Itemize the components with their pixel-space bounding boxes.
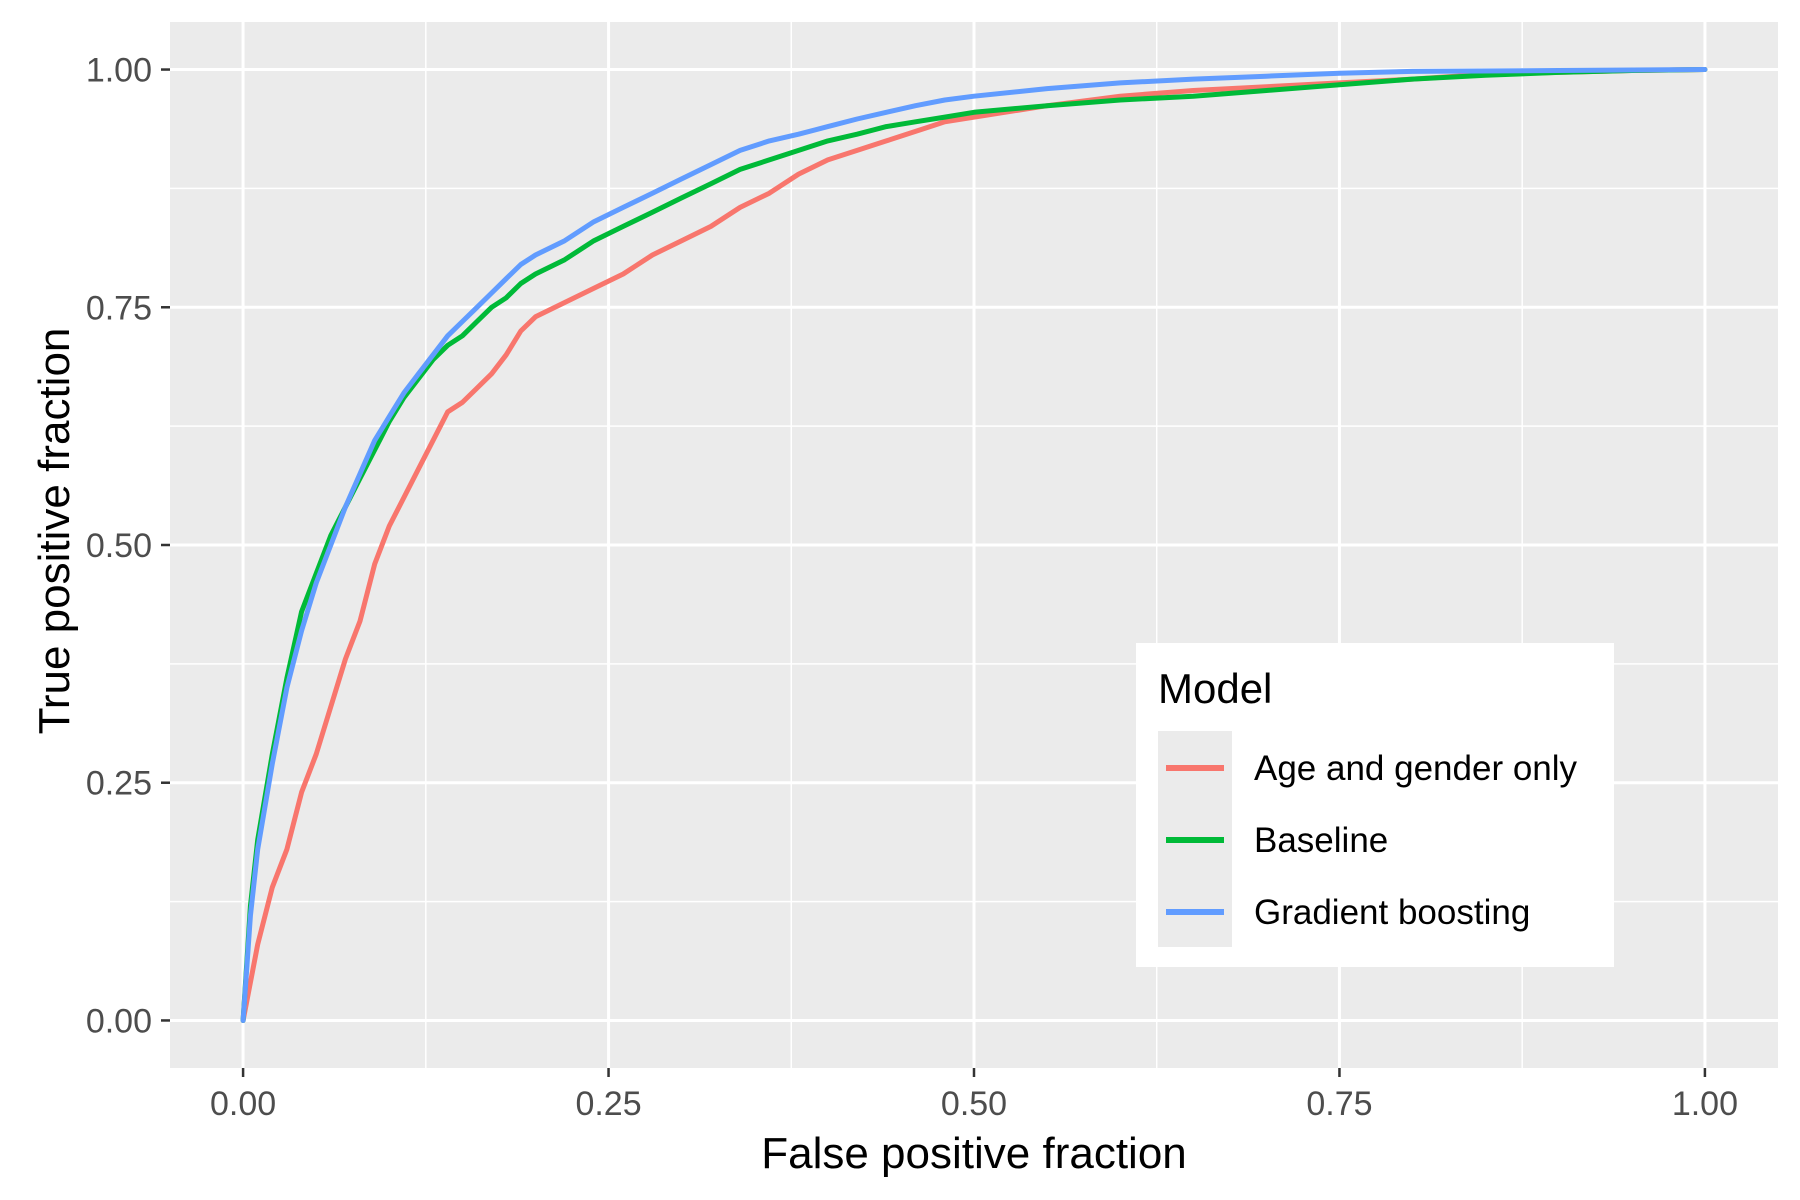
legend-label-0: Age and gender only — [1254, 749, 1578, 788]
x-tick-label: 0.50 — [941, 1085, 1007, 1123]
y-tick-label: 1.00 — [86, 52, 152, 90]
y-axis-title: True positive fraction — [30, 328, 79, 735]
x-tick-label: 0.25 — [575, 1085, 641, 1123]
y-tick-label: 0.25 — [86, 765, 152, 803]
y-tick-label: 0.50 — [86, 527, 152, 565]
x-tick-label: 1.00 — [1672, 1085, 1738, 1123]
y-axis-ticks: 0.00 0.25 0.50 0.75 1.00 — [86, 52, 170, 1040]
series-line-2 — [240, 67, 1708, 1023]
y-tick-label: 0.75 — [86, 289, 152, 327]
x-tick-label: 0.75 — [1306, 1085, 1372, 1123]
x-axis-title: False positive fraction — [761, 1129, 1187, 1178]
y-tick-label: 0.00 — [86, 1002, 152, 1040]
major-gridlines — [170, 22, 1778, 1068]
series-line-0 — [240, 67, 1708, 1023]
legend-items: Age and gender only Baseline Gradient boos… — [1158, 731, 1578, 947]
legend-label-2: Gradient boosting — [1254, 893, 1530, 932]
x-axis-ticks: 0.00 0.25 0.50 0.75 1.00 — [210, 1068, 1738, 1123]
legend: Model Age and gender only Baseline Gradien… — [1136, 643, 1614, 967]
series-layer — [240, 67, 1708, 1023]
x-tick-label: 0.00 — [210, 1085, 276, 1123]
legend-label-1: Baseline — [1254, 821, 1388, 860]
legend-title: Model — [1158, 665, 1272, 712]
